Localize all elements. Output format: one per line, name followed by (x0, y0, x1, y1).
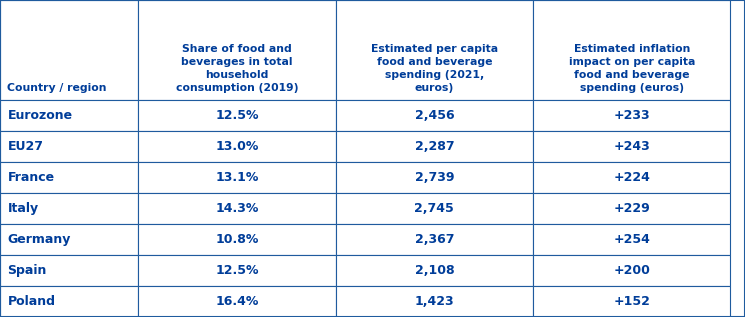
Bar (138, 193, 335, 224)
Text: +243: +243 (613, 140, 650, 153)
Bar (0, 0, 138, 100)
Bar (138, 286, 335, 317)
Bar (138, 100, 335, 131)
Bar (533, 162, 730, 193)
Bar (335, 0, 533, 100)
Text: +224: +224 (613, 171, 650, 184)
Text: EU27: EU27 (7, 140, 43, 153)
Text: +233: +233 (613, 109, 650, 122)
Text: Italy: Italy (7, 202, 39, 215)
Bar (138, 224, 335, 255)
Bar (335, 286, 533, 317)
Text: 13.0%: 13.0% (215, 140, 259, 153)
Text: +200: +200 (613, 264, 650, 277)
Bar (335, 100, 533, 131)
Bar (138, 131, 335, 162)
Text: 13.1%: 13.1% (215, 171, 259, 184)
Text: Country / region: Country / region (7, 83, 107, 93)
Bar (0, 131, 138, 162)
Bar (533, 255, 730, 286)
Text: France: France (7, 171, 54, 184)
Bar (533, 286, 730, 317)
Bar (335, 255, 533, 286)
Text: 10.8%: 10.8% (215, 233, 259, 246)
Text: +229: +229 (613, 202, 650, 215)
Bar (138, 255, 335, 286)
Bar (0, 224, 138, 255)
Text: 2,108: 2,108 (414, 264, 454, 277)
Text: 12.5%: 12.5% (215, 264, 259, 277)
Text: 2,287: 2,287 (414, 140, 454, 153)
Text: Spain: Spain (7, 264, 47, 277)
Bar (533, 193, 730, 224)
Text: 14.3%: 14.3% (215, 202, 259, 215)
Text: 2,745: 2,745 (414, 202, 454, 215)
Text: 2,456: 2,456 (414, 109, 454, 122)
Text: 12.5%: 12.5% (215, 109, 259, 122)
Text: Estimated per capita
food and beverage
spending (2021,
euros): Estimated per capita food and beverage s… (371, 44, 498, 93)
Text: 1,423: 1,423 (414, 295, 454, 308)
Bar (0, 255, 138, 286)
Text: 16.4%: 16.4% (215, 295, 259, 308)
Text: Eurozone: Eurozone (7, 109, 72, 122)
Bar (533, 0, 730, 100)
Text: +254: +254 (613, 233, 650, 246)
Bar (138, 0, 335, 100)
Bar (335, 193, 533, 224)
Bar (335, 162, 533, 193)
Text: Estimated inflation
impact on per capita
food and beverage
spending (euros): Estimated inflation impact on per capita… (568, 44, 695, 93)
Text: Germany: Germany (7, 233, 71, 246)
Bar (0, 162, 138, 193)
Bar (335, 131, 533, 162)
Bar (0, 193, 138, 224)
Bar (533, 100, 730, 131)
Text: Poland: Poland (7, 295, 55, 308)
Bar (533, 224, 730, 255)
Text: +152: +152 (613, 295, 650, 308)
Bar (335, 224, 533, 255)
Bar (533, 131, 730, 162)
Text: Share of food and
beverages in total
household
consumption (2019): Share of food and beverages in total hou… (176, 44, 298, 93)
Bar (0, 100, 138, 131)
Text: 2,367: 2,367 (414, 233, 454, 246)
Text: 2,739: 2,739 (414, 171, 454, 184)
Bar (0, 286, 138, 317)
Bar (138, 162, 335, 193)
